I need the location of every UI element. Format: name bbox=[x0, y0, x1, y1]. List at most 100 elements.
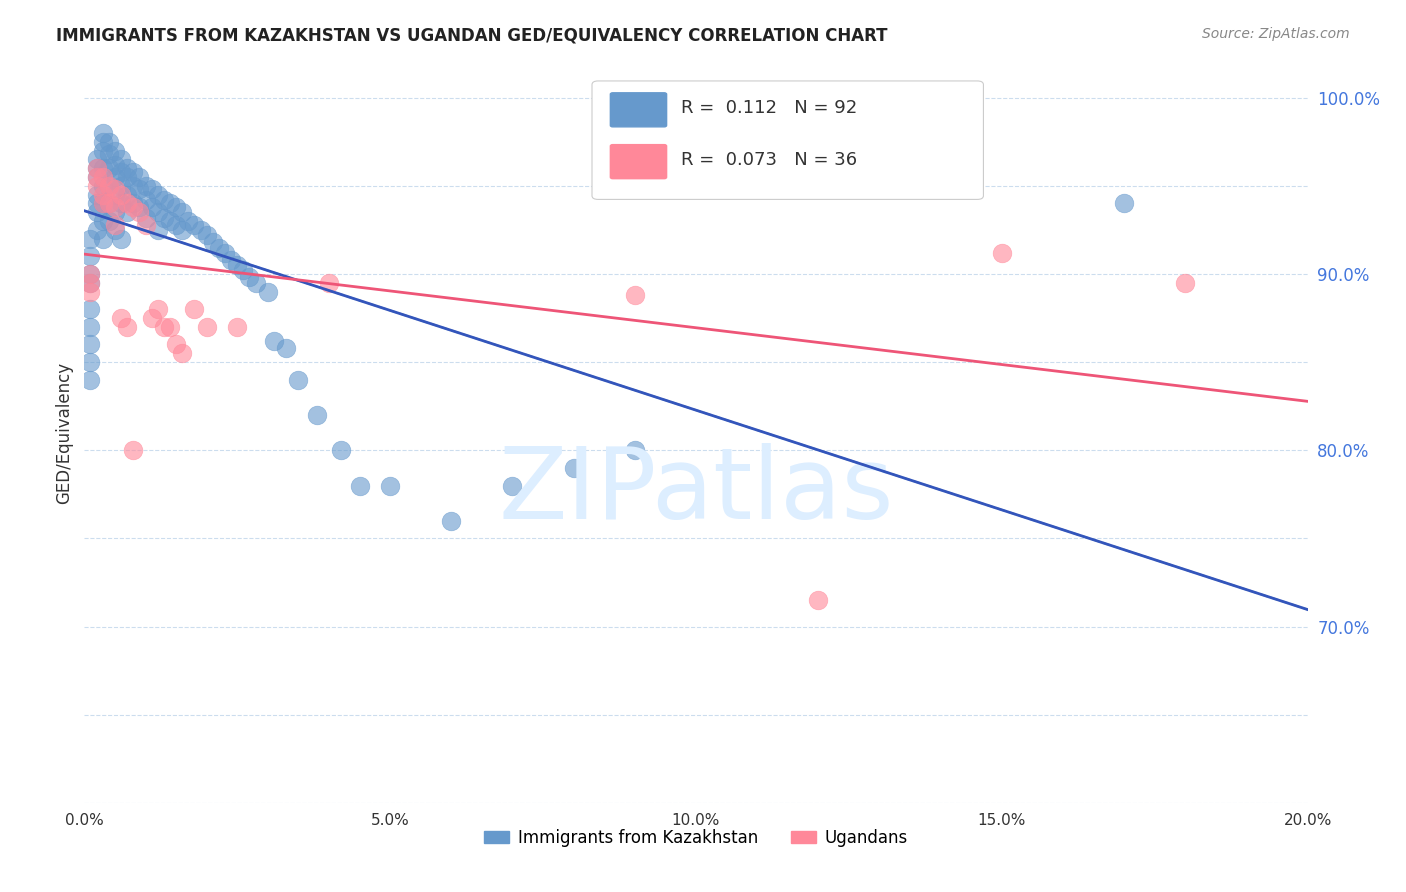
Point bbox=[257, 285, 280, 299]
Point bbox=[349, 478, 371, 492]
Point bbox=[110, 187, 132, 202]
Point bbox=[86, 161, 108, 176]
Point bbox=[97, 161, 120, 176]
Point bbox=[79, 302, 101, 317]
Point bbox=[86, 161, 108, 176]
Point bbox=[502, 478, 524, 492]
Point bbox=[79, 276, 101, 290]
Point bbox=[141, 182, 163, 196]
Point bbox=[135, 193, 157, 207]
Point bbox=[122, 165, 145, 179]
Point bbox=[110, 153, 132, 167]
Point bbox=[135, 178, 157, 193]
Point bbox=[104, 200, 127, 214]
Point bbox=[201, 235, 224, 250]
Point bbox=[110, 232, 132, 246]
Point bbox=[122, 200, 145, 214]
Point bbox=[91, 144, 114, 158]
Point bbox=[79, 267, 101, 281]
Point bbox=[104, 205, 127, 219]
Point bbox=[330, 443, 353, 458]
Text: Source: ZipAtlas.com: Source: ZipAtlas.com bbox=[1202, 27, 1350, 41]
Point bbox=[153, 211, 176, 225]
Point bbox=[128, 182, 150, 196]
Point bbox=[79, 337, 101, 351]
Point bbox=[97, 178, 120, 193]
Point bbox=[128, 200, 150, 214]
Point bbox=[79, 319, 101, 334]
Point bbox=[115, 161, 138, 176]
Point bbox=[195, 319, 218, 334]
Point bbox=[104, 169, 127, 184]
Point bbox=[91, 232, 114, 246]
Point bbox=[79, 267, 101, 281]
Point bbox=[141, 311, 163, 326]
Point bbox=[91, 178, 114, 193]
Point bbox=[104, 182, 127, 196]
Point bbox=[177, 214, 200, 228]
Point bbox=[91, 135, 114, 149]
Point bbox=[97, 135, 120, 149]
Point bbox=[165, 218, 187, 232]
Text: IMMIGRANTS FROM KAZAKHSTAN VS UGANDAN GED/EQUIVALENCY CORRELATION CHART: IMMIGRANTS FROM KAZAKHSTAN VS UGANDAN GE… bbox=[56, 27, 887, 45]
Point bbox=[86, 169, 108, 184]
Point bbox=[91, 161, 114, 176]
Point bbox=[104, 144, 127, 158]
Point bbox=[91, 169, 114, 184]
Point bbox=[79, 232, 101, 246]
Point bbox=[238, 270, 260, 285]
Point bbox=[165, 337, 187, 351]
Point bbox=[86, 205, 108, 219]
Point bbox=[1114, 196, 1136, 211]
Point bbox=[214, 245, 236, 260]
Point bbox=[153, 193, 176, 207]
Point bbox=[122, 196, 145, 211]
Point bbox=[115, 319, 138, 334]
Point bbox=[208, 240, 231, 254]
Point bbox=[79, 249, 101, 263]
Point bbox=[380, 478, 402, 492]
Point bbox=[110, 311, 132, 326]
Point bbox=[79, 276, 101, 290]
Text: R =  0.112   N = 92: R = 0.112 N = 92 bbox=[682, 99, 858, 118]
Point bbox=[97, 196, 120, 211]
Point bbox=[183, 218, 205, 232]
Point bbox=[110, 178, 132, 193]
Point bbox=[115, 205, 138, 219]
Point bbox=[91, 187, 114, 202]
Point bbox=[226, 319, 249, 334]
Point bbox=[91, 196, 114, 211]
Point bbox=[153, 319, 176, 334]
Y-axis label: GED/Equivalency: GED/Equivalency bbox=[55, 361, 73, 504]
Point bbox=[440, 514, 463, 528]
Point bbox=[86, 196, 108, 211]
Text: ZIPatlas: ZIPatlas bbox=[498, 443, 894, 541]
Point bbox=[159, 196, 181, 211]
Point bbox=[159, 214, 181, 228]
Point bbox=[91, 214, 114, 228]
Point bbox=[146, 302, 169, 317]
Point bbox=[86, 187, 108, 202]
Point bbox=[624, 288, 647, 302]
Point bbox=[172, 346, 194, 360]
Point bbox=[232, 263, 254, 277]
Point bbox=[226, 258, 249, 272]
Point bbox=[135, 211, 157, 225]
Point bbox=[104, 218, 127, 232]
Point bbox=[91, 196, 114, 211]
Point bbox=[1174, 276, 1197, 290]
Point bbox=[165, 200, 187, 214]
Point bbox=[122, 178, 145, 193]
Point bbox=[97, 147, 120, 161]
Point bbox=[79, 373, 101, 387]
Point bbox=[146, 223, 169, 237]
Text: R =  0.073   N = 36: R = 0.073 N = 36 bbox=[682, 151, 858, 169]
Point bbox=[991, 245, 1014, 260]
Point bbox=[287, 373, 309, 387]
Point bbox=[110, 165, 132, 179]
Point bbox=[110, 196, 132, 211]
Point bbox=[159, 319, 181, 334]
Legend: Immigrants from Kazakhstan, Ugandans: Immigrants from Kazakhstan, Ugandans bbox=[478, 822, 914, 854]
Point bbox=[115, 187, 138, 202]
Point bbox=[86, 153, 108, 167]
